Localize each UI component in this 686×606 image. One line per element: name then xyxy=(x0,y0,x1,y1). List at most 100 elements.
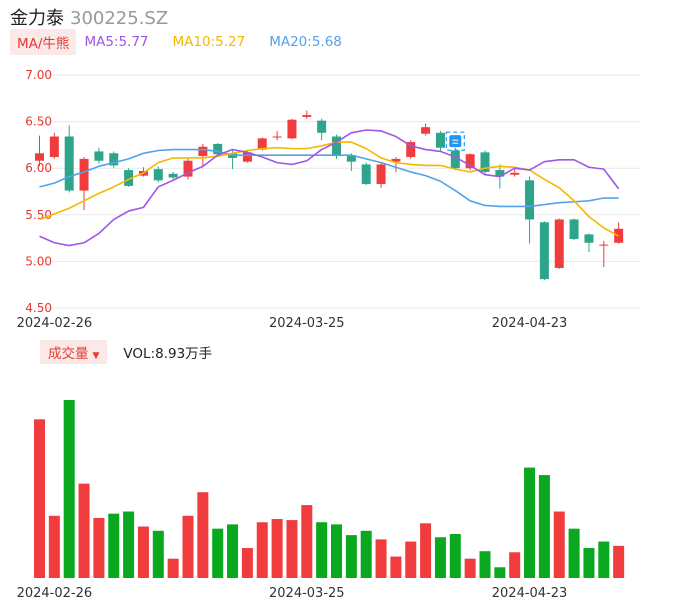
volume-bar xyxy=(509,552,521,578)
ma5-line xyxy=(39,129,620,247)
y-tick-label: 5.50 xyxy=(25,208,52,222)
x-tick-label: 2024-04-23 xyxy=(492,586,568,601)
volume-bar xyxy=(123,511,135,578)
volume-bar xyxy=(598,541,610,578)
volume-bar xyxy=(434,537,446,578)
volume-bar xyxy=(78,483,90,578)
x-tick-label: 2024-02-26 xyxy=(17,316,93,331)
volume-bar xyxy=(182,515,194,578)
volume-bar xyxy=(108,513,120,578)
volume-bar xyxy=(256,522,268,578)
volume-bar xyxy=(286,520,298,578)
volume-bar xyxy=(494,567,506,578)
volume-bar xyxy=(301,505,313,578)
volume-bar xyxy=(538,475,550,578)
candle xyxy=(109,151,119,169)
ma5-legend: MA5:5.77 xyxy=(84,34,149,50)
x-tick-label: 2024-03-25 xyxy=(269,586,345,601)
candle-body xyxy=(525,180,535,220)
ma-legend: MA/牛熊 MA5:5.77 MA10:5.27 MA20:5.68 xyxy=(10,29,366,55)
candle xyxy=(168,171,178,180)
candle-body xyxy=(94,151,104,161)
volume-bar xyxy=(93,517,105,578)
volume-bar xyxy=(464,558,476,578)
y-tick-label: 5.00 xyxy=(25,254,52,268)
ma20-line xyxy=(39,148,619,208)
marker-body xyxy=(449,135,462,148)
ma-indicator-selector[interactable]: MA/牛熊 xyxy=(10,29,77,55)
volume-bar xyxy=(212,528,224,578)
volume-bar xyxy=(568,528,580,578)
candle-body xyxy=(495,170,505,177)
candle xyxy=(49,132,59,159)
candle-body xyxy=(539,222,549,280)
volume-bar xyxy=(34,419,45,578)
candle xyxy=(198,143,208,167)
volume-badge-label: 成交量 xyxy=(48,346,89,362)
volume-bar xyxy=(197,492,209,578)
volume-indicator-selector[interactable]: 成交量 ▼ xyxy=(40,340,108,364)
y-tick-label: 6.00 xyxy=(25,161,52,175)
volume-bar xyxy=(316,522,328,578)
candle-body xyxy=(64,136,74,191)
candle xyxy=(539,221,549,281)
volume-bar xyxy=(360,530,372,578)
volume-legend: 成交量 ▼ VOL:8.93万手 xyxy=(40,340,213,364)
candle-body xyxy=(79,158,89,191)
candle xyxy=(554,218,564,269)
volume-bar xyxy=(553,511,565,578)
volume-value: VOL:8.93万手 xyxy=(123,346,213,362)
candle xyxy=(599,240,609,267)
volume-bar xyxy=(241,547,253,578)
candle xyxy=(361,162,371,185)
candle-body xyxy=(376,164,386,185)
candle-body xyxy=(599,244,609,246)
candle-body xyxy=(109,153,119,166)
candle-body xyxy=(242,152,252,162)
candle xyxy=(510,168,520,177)
stock-name: 金力泰 xyxy=(10,8,64,29)
y-tick-label: 6.50 xyxy=(25,115,52,129)
candle-body xyxy=(584,234,594,243)
candle-body xyxy=(435,132,445,148)
candle-body xyxy=(346,155,356,162)
candle xyxy=(406,140,416,159)
candle xyxy=(272,130,282,141)
candle-body xyxy=(168,173,178,178)
marker-frame xyxy=(445,131,465,151)
x-tick-label: 2024-04-23 xyxy=(492,316,568,331)
candle xyxy=(183,158,193,180)
candle-body xyxy=(332,136,341,157)
volume-bar xyxy=(137,526,149,578)
candle xyxy=(153,166,163,183)
volume-bar xyxy=(524,467,536,578)
candle xyxy=(421,123,431,136)
candle-body xyxy=(465,154,475,169)
candle xyxy=(435,130,445,152)
volume-bar xyxy=(613,545,625,578)
candle-body xyxy=(569,219,579,240)
volume-bar xyxy=(48,515,60,578)
candle xyxy=(584,233,594,253)
candle xyxy=(35,135,44,167)
candle xyxy=(525,176,535,244)
candle-body xyxy=(198,146,208,157)
event-marker-icon xyxy=(445,131,465,151)
candle xyxy=(94,147,104,164)
x-tick-label: 2024-02-26 xyxy=(17,586,93,601)
candle xyxy=(346,153,356,171)
volume-bar xyxy=(420,523,432,578)
volume-bar xyxy=(479,551,491,578)
candle xyxy=(287,118,297,140)
candle-body xyxy=(406,142,416,158)
y-tick-label: 7.00 xyxy=(25,68,52,82)
volume-bar xyxy=(63,400,75,578)
y-tick-label: 4.50 xyxy=(25,301,52,315)
candle-body xyxy=(450,150,460,169)
volume-bar xyxy=(390,556,402,578)
candle-body xyxy=(153,169,163,181)
candle-body xyxy=(287,119,297,139)
stock-title: 金力泰 300225.SZ xyxy=(10,4,168,30)
candle-body xyxy=(510,172,520,175)
